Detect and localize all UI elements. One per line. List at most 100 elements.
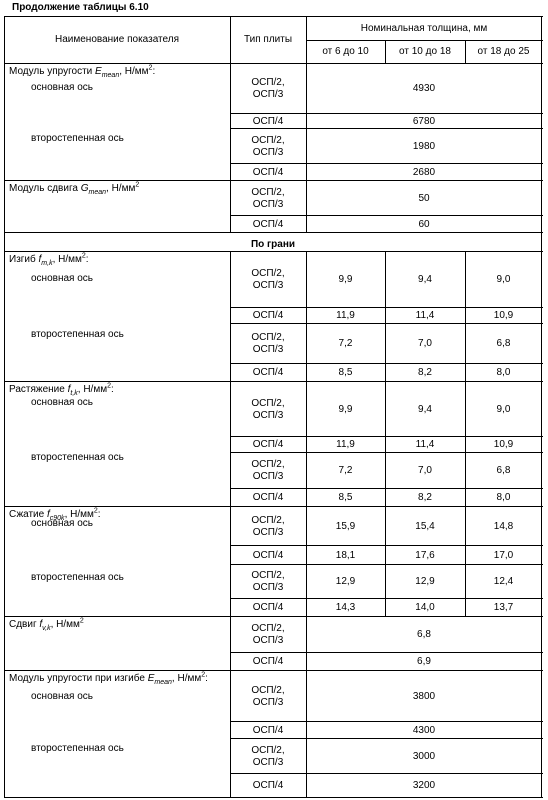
table-rule: [230, 670, 231, 798]
plate-type: ОСП/4: [252, 656, 284, 667]
plate-type: ОСП/4: [252, 549, 284, 561]
heading-fragment: 2: [201, 671, 206, 679]
value-cell: 3000: [412, 750, 436, 762]
value-cell: 9,0: [496, 274, 511, 285]
heading-fragment: :: [85, 254, 89, 265]
heading-fragment: f: [39, 619, 43, 630]
table-rule: [4, 232, 543, 233]
value-cell: 10,9: [493, 310, 514, 321]
value-cell: 1980: [412, 140, 436, 152]
plate-type: ОСП/2, ОСП/3: [251, 744, 285, 768]
heading-fragment: , Н/мм: [77, 384, 108, 395]
table-rule: [230, 251, 231, 382]
plate-type: ОСП/2, ОСП/3: [251, 268, 285, 291]
value-cell: 4930: [412, 83, 436, 94]
value-cell: 7,2: [338, 465, 353, 476]
heading-fragment: 2: [81, 252, 86, 260]
value-cell: 50: [418, 192, 430, 204]
table-rule: [230, 616, 231, 671]
param-shear-modulus: Модуль сдвига Gmean, Н/мм2: [9, 181, 140, 196]
plate-type: ОСП/2, ОСП/3: [251, 570, 285, 593]
column-header-name: Наименование показателя: [55, 34, 179, 45]
plate-type: ОСП/2, ОСП/3: [251, 623, 285, 646]
plate-type: ОСП/2, ОСП/3: [251, 77, 285, 100]
heading-fragment: Модуль упругости при изгибе: [9, 673, 148, 684]
plate-type: ОСП/2, ОСП/3: [251, 332, 285, 355]
secondary-axis-label: второстепенная ось: [31, 572, 124, 583]
table-rule: [4, 506, 543, 507]
heading-fragment: 2: [135, 181, 140, 189]
value-cell: 8,5: [338, 492, 353, 503]
param-bending: Изгиб fm,k, Н/мм2:: [9, 252, 89, 267]
table-rule: [4, 16, 543, 17]
table-rule: [230, 545, 543, 546]
value-cell: 7,2: [338, 338, 353, 349]
value-cell: 8,2: [418, 492, 432, 503]
main-axis-label: основная ось: [31, 518, 94, 529]
main-axis-label: основная ось: [31, 691, 94, 702]
table-rule: [230, 652, 543, 653]
value-cell: 11,4: [415, 439, 435, 450]
table-rule: [230, 452, 543, 453]
table-rule: [4, 16, 5, 798]
table-rule: [541, 16, 542, 798]
heading-fragment: f: [38, 254, 42, 265]
main-axis-label: основная ось: [31, 397, 94, 408]
value-cell: 17,0: [493, 549, 514, 561]
value-cell: 14,0: [415, 602, 435, 613]
table-rule: [230, 323, 543, 324]
table-rule: [385, 506, 386, 617]
plate-type: ОСП/4: [252, 439, 284, 450]
table-rule: [4, 670, 543, 671]
heading-fragment: , Н/мм: [50, 619, 80, 630]
table-rule: [306, 180, 307, 233]
value-cell: 9,4: [418, 274, 432, 285]
value-cell: 6,8: [496, 338, 511, 349]
heading-fragment: 2: [93, 507, 98, 515]
table-rule: [306, 40, 543, 41]
heading-fragment: mean: [88, 189, 107, 196]
value-cell: 3200: [412, 780, 436, 791]
value-cell: 14,8: [493, 520, 514, 532]
table-rule: [230, 436, 543, 437]
table-rule: [306, 251, 307, 382]
value-cell: 6,8: [417, 629, 431, 640]
column-header-range: от 18 до 25: [477, 46, 530, 57]
value-cell: 11,9: [336, 310, 355, 321]
column-header-range: от 6 до 10: [322, 46, 369, 57]
table-rule: [230, 63, 231, 181]
value-cell: 17,6: [415, 549, 435, 561]
value-cell: 8,0: [496, 492, 511, 503]
table-rule: [230, 721, 543, 722]
value-cell: 7,0: [418, 465, 432, 476]
table-rule: [385, 40, 386, 64]
plate-type: ОСП/4: [252, 724, 284, 736]
heading-fragment: E: [147, 673, 155, 684]
table-rule: [465, 40, 466, 64]
table-rule: [230, 564, 543, 565]
heading-fragment: :: [205, 673, 208, 684]
value-cell: 18,1: [335, 549, 356, 561]
param-shear: Сдвиг fv,k, Н/мм2: [9, 618, 84, 632]
column-header-type: Тип плиты: [243, 34, 293, 45]
column-header-range: от 10 до 18: [399, 46, 451, 57]
value-cell: 9,4: [418, 403, 432, 415]
param-elastic-modulus: Модуль упругости Emean, Н/мм2:: [9, 65, 155, 79]
param-tension: Растяжение ft,k, Н/мм2:: [9, 383, 114, 397]
table-rule: [230, 381, 231, 507]
table-rule: [385, 381, 386, 507]
value-cell: 12,4: [493, 576, 514, 587]
heading-fragment: , Н/мм: [64, 509, 94, 520]
value-cell: 8,0: [496, 367, 511, 378]
table-rule: [465, 381, 466, 507]
plate-type: ОСП/4: [252, 780, 284, 791]
heading-fragment: E: [95, 66, 102, 77]
param-bending-modulus: Модуль упругости при изгибе Emean, Н/мм2…: [9, 671, 208, 686]
table-rule: [385, 251, 386, 382]
value-cell: 15,4: [415, 520, 435, 532]
heading-fragment: mean: [154, 679, 172, 686]
table-rule: [230, 163, 543, 164]
value-cell: 10,9: [493, 439, 514, 450]
heading-fragment: Сдвиг: [9, 619, 40, 630]
table-rule: [306, 381, 307, 507]
